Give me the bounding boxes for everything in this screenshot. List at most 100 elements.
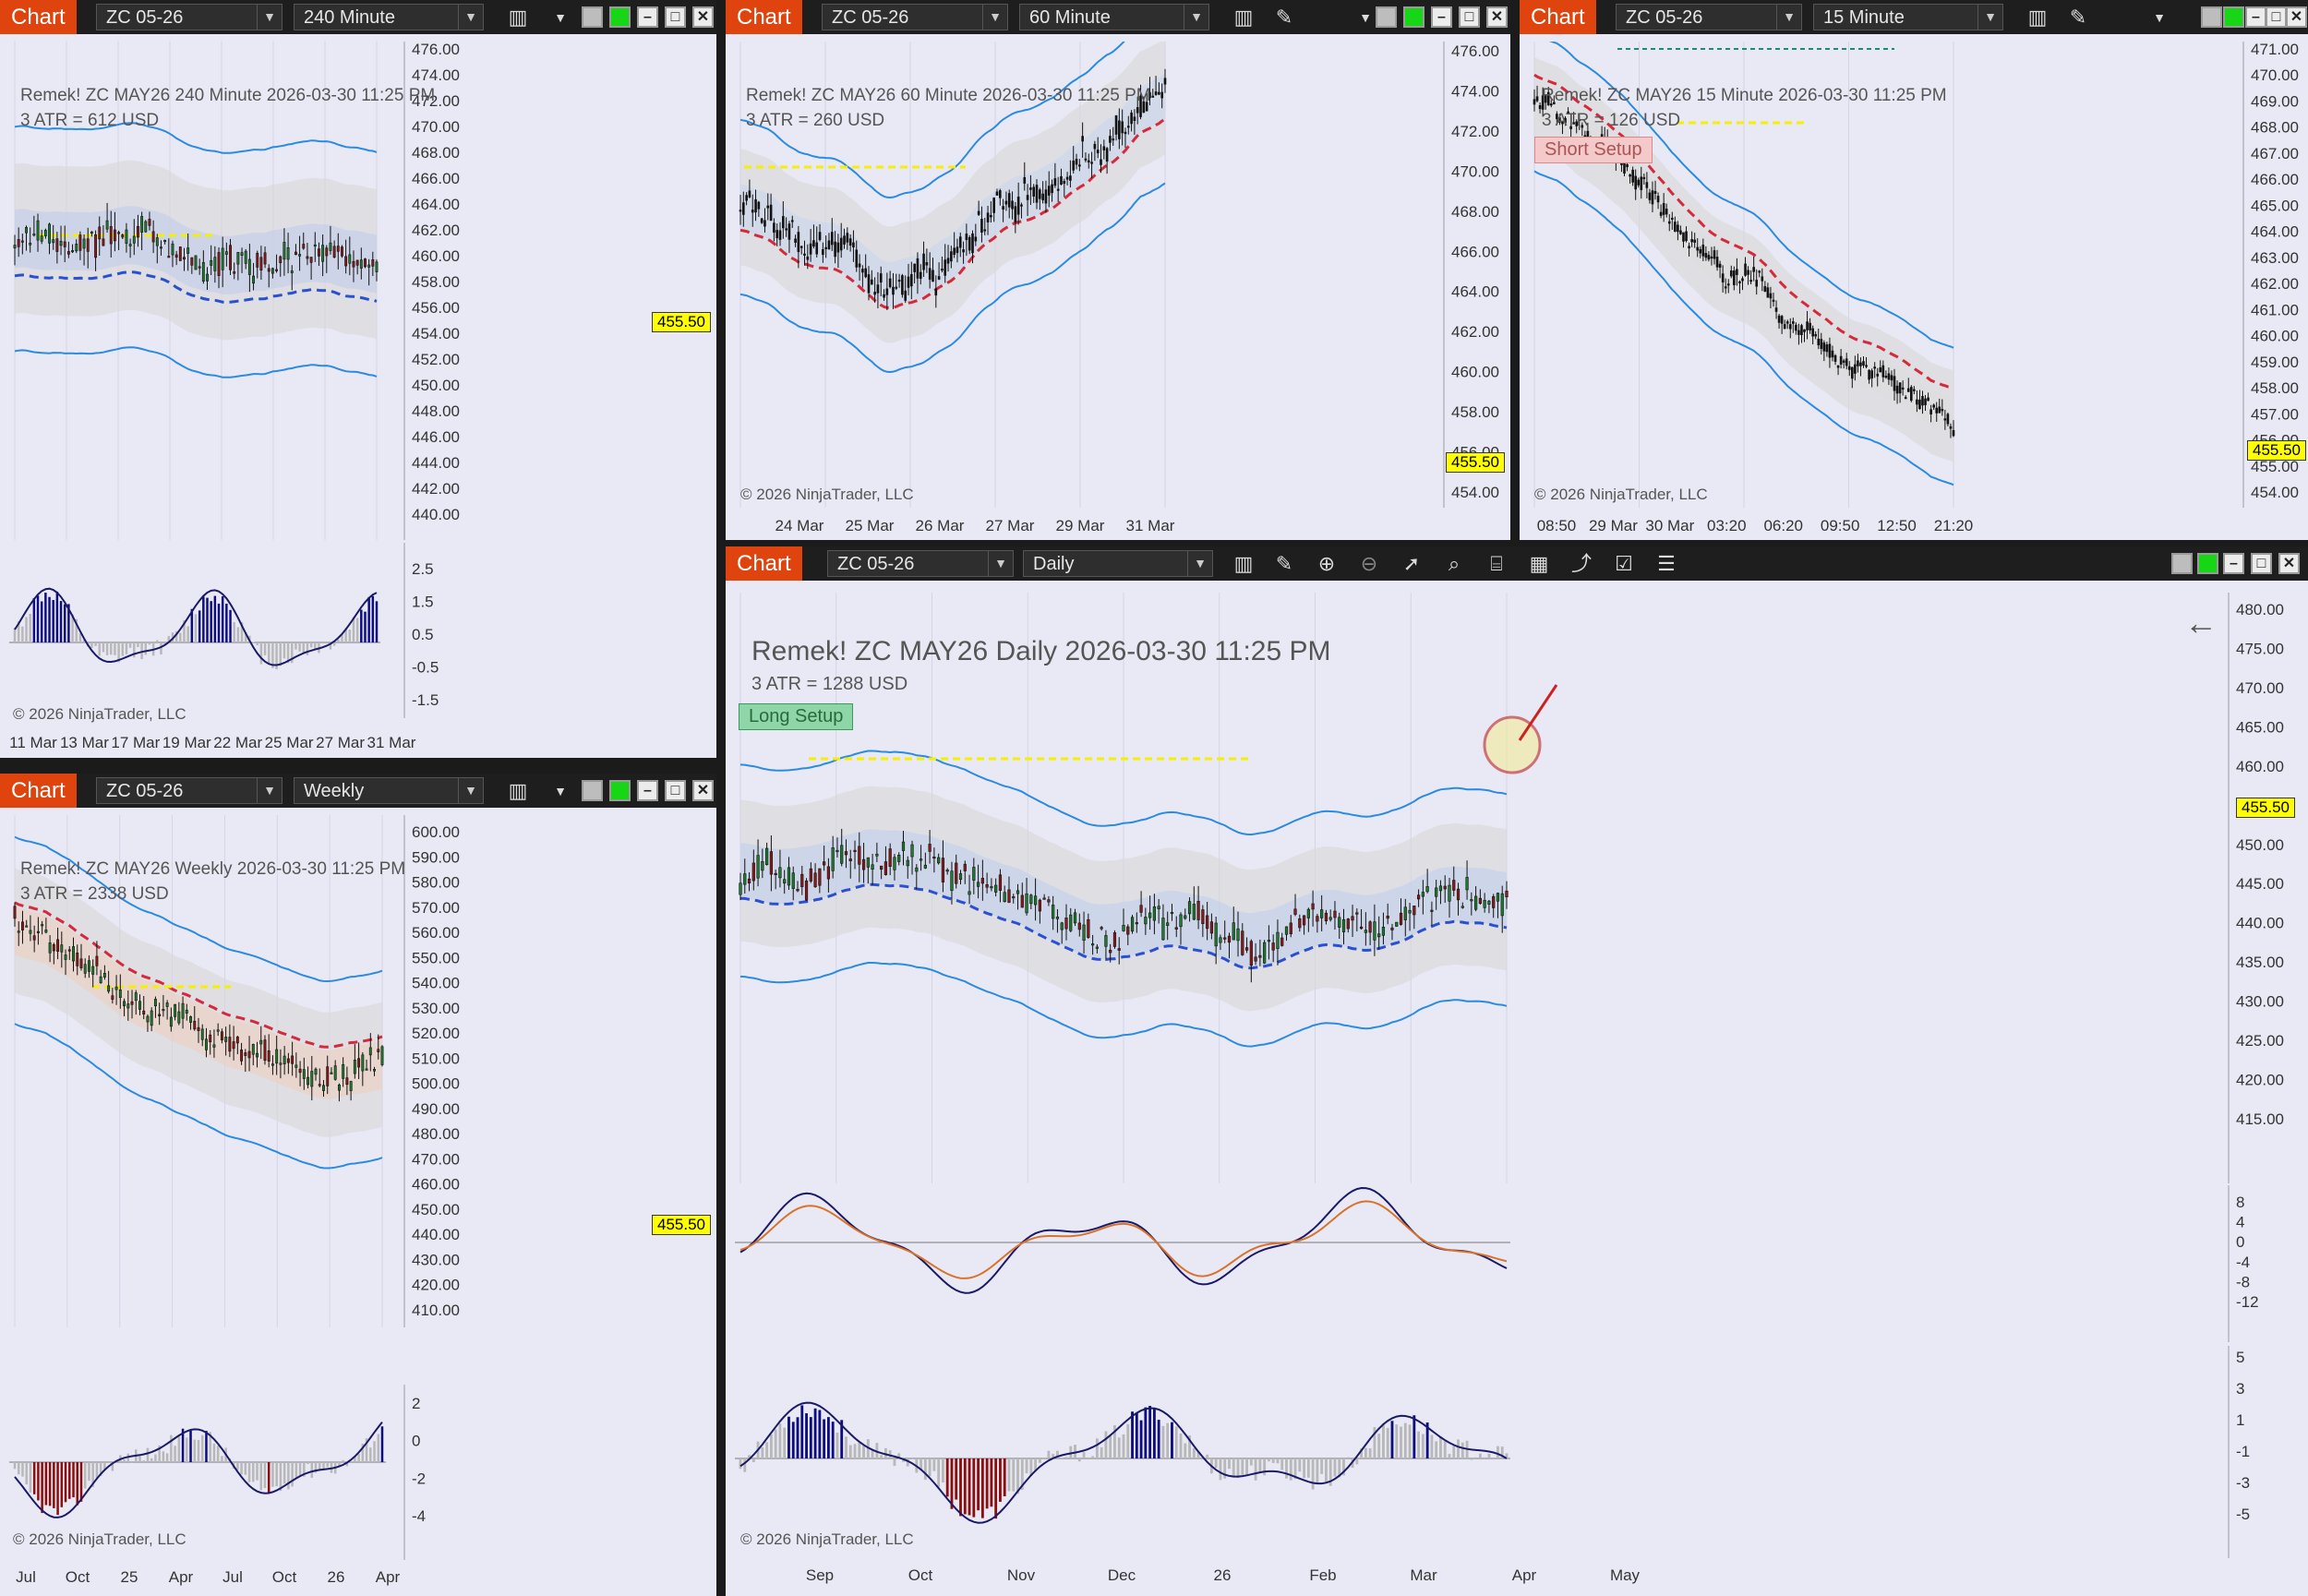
list-icon[interactable]: ☰ [1657,552,1676,575]
oscillator-panel-1[interactable]: 8 4 0 -4 -8 -12 [735,1185,2304,1342]
oscillator-panel-2[interactable]: 5 3 1 -1 -3 -5 [735,1346,2304,1558]
candle-body [134,992,138,1002]
green-toggle-button[interactable] [609,6,631,28]
gray-toggle-button[interactable] [2201,6,2222,28]
price-tick-label: 472.00 [1451,123,1499,140]
bar-style-icon[interactable]: ▥ [508,6,528,29]
histogram-bar [364,611,367,642]
chevron-down-icon[interactable]: ▼ [2153,10,2166,25]
bar-style-icon[interactable]: ▥ [1233,552,1254,575]
minimize-button[interactable]: – [637,780,658,801]
bar-style-icon[interactable]: ▥ [508,779,528,802]
candle-body [1069,175,1072,181]
trailing-stop-line [14,270,378,304]
chevron-down-icon[interactable]: ▼ [1359,10,1372,25]
chevron-down-icon[interactable]: ▼ [458,5,483,30]
chart-trader-icon[interactable]: ⌸ [1490,552,1503,575]
strategies-icon[interactable]: ⤴ [1570,552,1592,575]
chart-menu-button[interactable]: Chart [726,0,802,34]
close-button[interactable]: ✕ [2286,6,2307,28]
candle-body [1780,316,1784,324]
bar-style-icon[interactable]: ▥ [1233,6,1254,29]
candle-body [302,244,306,249]
instrument-selector[interactable]: ZC 05-26 ▼ [1616,4,1802,30]
bar-style-icon[interactable]: ▥ [2027,6,2048,29]
chart-menu-button[interactable]: Chart [726,546,802,581]
close-button[interactable]: ✕ [1486,6,1508,28]
zoom-out-icon[interactable]: ⊖ [1360,552,1378,575]
instrument-selector[interactable]: ZC 05-26 ▼ [822,4,1008,30]
chevron-down-icon[interactable]: ▼ [982,5,1007,30]
properties-icon[interactable]: ☑ [1615,552,1633,575]
price-panel[interactable]: 476.00 474.00 472.00 470.00 468.00 466.00 464.… [9,42,713,540]
candle-body [745,195,748,201]
candle-body [1087,918,1090,938]
price-panel[interactable]: 476.00 474.00 472.00 470.00 468.00 466.00 464.… [735,42,1507,508]
interval-selector[interactable]: Weekly ▼ [294,777,484,804]
data-box-icon[interactable]: ⌕ [1448,552,1461,575]
instrument-selector[interactable]: ZC 05-26 ▼ [827,550,1014,577]
indicators-icon[interactable]: ▦ [1529,552,1549,575]
chart-menu-button[interactable]: Chart [0,0,77,34]
interval-selector[interactable]: 240 Minute ▼ [294,4,484,30]
back-arrow-icon[interactable]: ← [2184,604,2218,642]
interval-selector[interactable]: 15 Minute ▼ [1813,4,2003,30]
chevron-down-icon[interactable]: ▼ [554,784,567,798]
chevron-down-icon[interactable]: ▼ [988,551,1013,576]
candle-body [151,231,155,243]
chevron-down-icon[interactable]: ▼ [1977,5,2002,30]
close-button[interactable]: ✕ [692,6,714,28]
chevron-down-icon[interactable]: ▼ [554,10,567,25]
green-toggle-button[interactable] [2223,6,2244,28]
chevron-down-icon[interactable]: ▼ [458,778,483,803]
time-axis: Jul Oct 25 Apr Jul Oct 26 Apr [16,1568,400,1586]
chart-menu-button[interactable]: Chart [1520,0,1596,34]
chevron-down-icon[interactable]: ▼ [257,778,282,803]
drawing-pencil-icon[interactable]: ✎ [1275,6,1293,29]
oscillator-panel[interactable]: 2 0 -2 -4 [9,1385,713,1560]
green-toggle-button[interactable] [609,780,631,801]
candle-body [1533,99,1536,105]
candle-body [955,862,958,884]
candle-body [1047,186,1051,196]
candle-body [1932,404,1935,408]
price-tick-label: 463.00 [2251,249,2299,267]
interval-selector[interactable]: Daily ▼ [1023,550,1213,577]
drawing-pencil-icon[interactable]: ✎ [2069,6,2087,29]
minimize-button[interactable]: – [2223,553,2244,574]
drawing-pencil-icon[interactable]: ✎ [1275,552,1293,575]
gray-toggle-button[interactable] [582,780,603,801]
instrument-selector[interactable]: ZC 05-26 ▼ [96,777,282,804]
green-toggle-button[interactable] [1403,6,1424,28]
oscillator-panel[interactable]: 2.5 1.5 0.5 -0.5 -1.5 [9,543,713,718]
maximize-button[interactable]: □ [2266,6,2287,28]
gray-toggle-button[interactable] [582,6,603,28]
chevron-down-icon[interactable]: ▼ [1187,551,1212,576]
minimize-button[interactable]: – [637,6,658,28]
chevron-down-icon[interactable]: ▼ [1776,5,1801,30]
close-button[interactable]: ✕ [2278,553,2300,574]
maximize-button[interactable]: □ [1459,6,1480,28]
chevron-down-icon[interactable]: ▼ [1184,5,1208,30]
pointer-icon[interactable]: ➚ [1402,552,1421,575]
candle-body [212,1044,216,1048]
histogram-bar [888,1450,892,1458]
candle-body [1133,116,1136,122]
maximize-button[interactable]: □ [665,6,686,28]
close-button[interactable]: ✕ [692,780,714,801]
gray-toggle-button[interactable] [1376,6,1397,28]
interval-selector[interactable]: 60 Minute ▼ [1019,4,1209,30]
histogram-bar [1012,1458,1016,1492]
zoom-in-icon[interactable]: ⊕ [1317,552,1336,575]
maximize-button[interactable]: □ [665,780,686,801]
minimize-button[interactable]: – [1431,6,1452,28]
chevron-down-icon[interactable]: ▼ [257,5,282,30]
gray-toggle-button[interactable] [2171,553,2193,574]
minimize-button[interactable]: – [2245,6,2266,28]
price-panel[interactable]: 600.00 590.00 580.00 570.00 560.00 550.00 540.… [9,815,713,1327]
chart-menu-button[interactable]: Chart [0,774,77,808]
price-panel[interactable]: 480.00475.00470.00465.00460.00455.00450.… [735,593,2304,1183]
green-toggle-button[interactable] [2197,553,2218,574]
maximize-button[interactable]: □ [2251,553,2272,574]
instrument-selector[interactable]: ZC 05-26 ▼ [96,4,282,30]
